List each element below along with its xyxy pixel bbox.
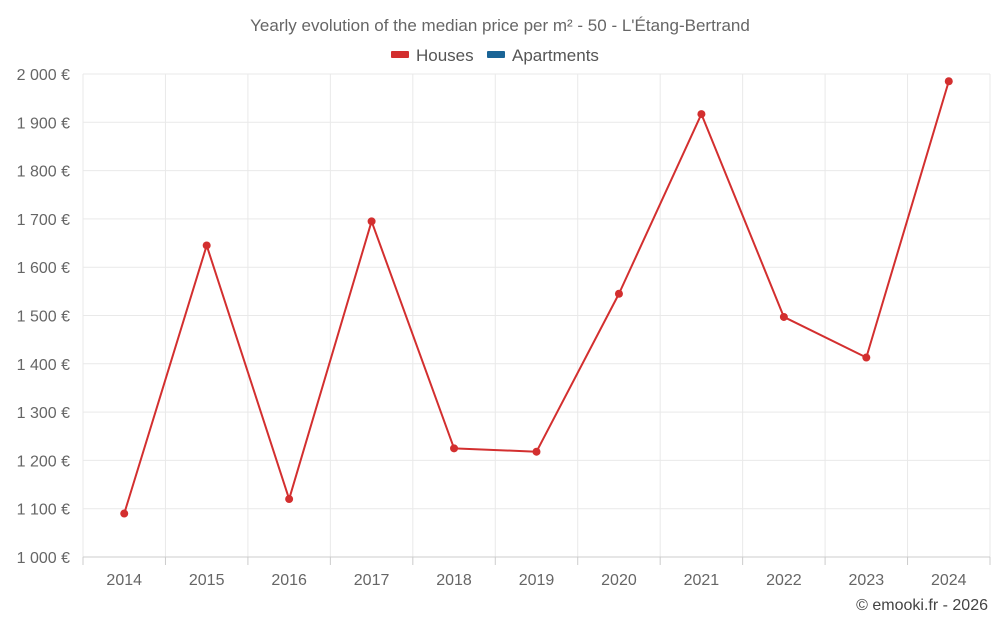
data-point-2018[interactable] xyxy=(450,444,459,453)
data-point-2019[interactable] xyxy=(532,447,541,456)
data-point-2020[interactable] xyxy=(614,289,623,298)
x-tick-label: 2020 xyxy=(601,572,637,589)
y-tick-label: 1 600 € xyxy=(17,260,70,277)
legend-item-apartments[interactable]: Apartments xyxy=(487,46,599,65)
data-point-2015[interactable] xyxy=(202,241,211,250)
data-point-2017[interactable] xyxy=(367,217,376,226)
series-houses xyxy=(120,77,953,518)
chart-title: Yearly evolution of the median price per… xyxy=(250,16,750,35)
data-point-2016[interactable] xyxy=(285,495,294,504)
data-point-2023[interactable] xyxy=(862,353,871,362)
y-tick-label: 1 100 € xyxy=(17,502,70,519)
data-point-2014[interactable] xyxy=(120,509,129,518)
x-tick-label: 2018 xyxy=(436,572,472,589)
x-tick-label: 2023 xyxy=(849,572,885,589)
y-tick-label: 1 000 € xyxy=(17,550,70,567)
y-tick-label: 1 300 € xyxy=(17,405,70,422)
data-point-2022[interactable] xyxy=(779,312,788,321)
x-tick-label: 2015 xyxy=(189,572,225,589)
legend-label-apartments: Apartments xyxy=(512,46,599,65)
y-tick-label: 2 000 € xyxy=(17,67,70,84)
x-axis: 2014 2015 2016 2017 2018 2019 2020 2021 2022 2023… xyxy=(82,556,991,589)
legend-item-houses[interactable]: Houses xyxy=(391,46,474,65)
y-axis: 1 000 € 1 100 € 1 200 € 1 300 € 1 400 € 1 500… xyxy=(17,67,70,567)
x-tick-label: 2024 xyxy=(931,572,967,589)
x-tick-label: 2022 xyxy=(766,572,802,589)
data-point-2024[interactable] xyxy=(944,77,953,86)
x-tick-label: 2019 xyxy=(519,572,555,589)
legend-label-houses: Houses xyxy=(416,46,474,65)
credit: © emooki.fr - 2026 xyxy=(856,597,988,614)
y-tick-label: 1 700 € xyxy=(17,212,70,229)
x-tick-label: 2017 xyxy=(354,572,390,589)
legend-swatch-houses xyxy=(391,51,409,58)
x-tick-label: 2021 xyxy=(684,572,720,589)
legend: Houses Apartments xyxy=(391,46,599,65)
x-tick-label: 2014 xyxy=(106,572,142,589)
y-tick-label: 1 900 € xyxy=(17,115,70,132)
y-tick-label: 1 200 € xyxy=(17,453,70,470)
y-tick-label: 1 800 € xyxy=(17,164,70,181)
x-tick-label: 2016 xyxy=(271,572,307,589)
legend-swatch-apartments xyxy=(487,51,505,58)
y-tick-label: 1 400 € xyxy=(17,357,70,374)
data-point-2021[interactable] xyxy=(697,110,706,119)
y-tick-label: 1 500 € xyxy=(17,309,70,326)
grid xyxy=(82,73,991,558)
